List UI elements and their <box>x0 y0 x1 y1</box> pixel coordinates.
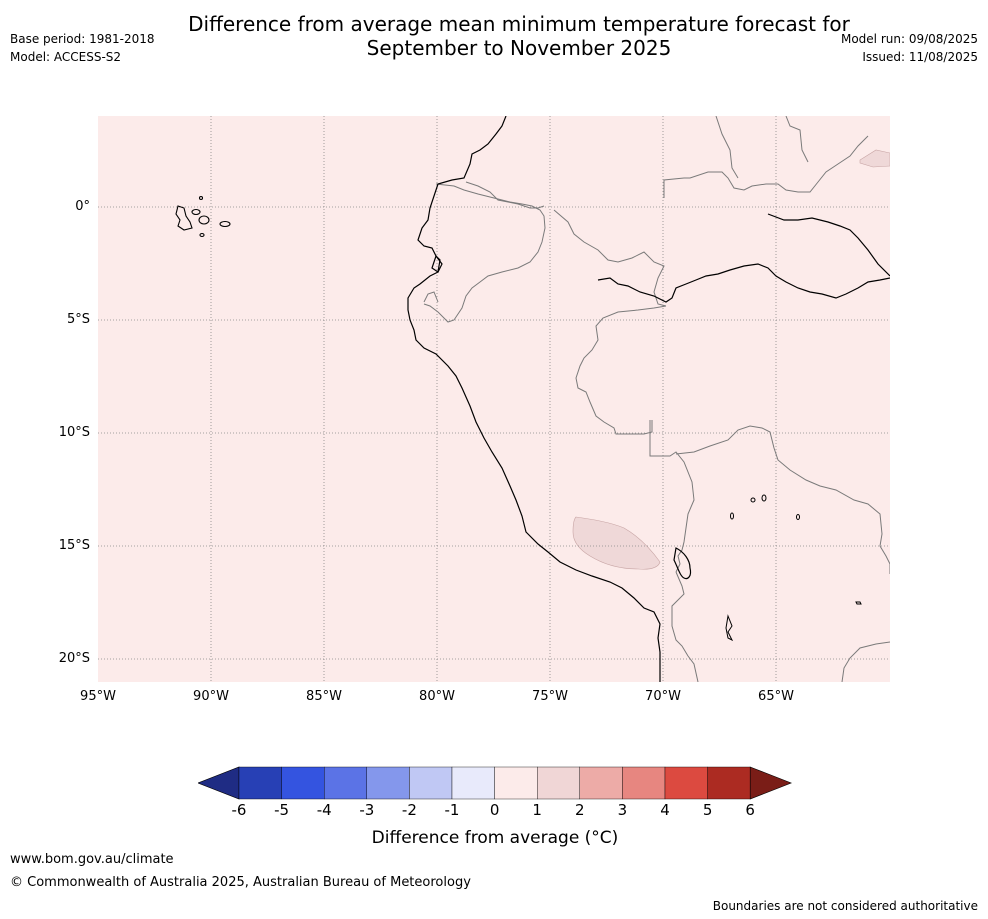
island-san-cristobal <box>219 220 231 228</box>
lat-tick-label: 5°S <box>66 312 90 327</box>
model-text: Model: ACCESS-S2 <box>10 50 122 64</box>
colorbar-tick-label: 2 <box>575 801 585 819</box>
colorbar-segment <box>281 766 325 800</box>
colorbar-tick-label: 6 <box>745 801 755 819</box>
lake-titicaca <box>673 547 692 580</box>
lon-tick-label: 70°W <box>645 689 681 704</box>
colorbar-tick-label: 5 <box>702 801 713 819</box>
colorbar-segment <box>451 766 495 800</box>
colorbar-tick-label: 3 <box>617 801 628 819</box>
colorbar-segment <box>238 766 282 800</box>
base-period-text: Base period: 1981-2018 <box>10 32 155 46</box>
border-peru-ecuador-south <box>423 291 439 303</box>
lake-3 <box>761 494 767 502</box>
island-isabela <box>175 205 193 231</box>
colorbar-tick-label: -2 <box>401 801 417 819</box>
border-colombia-venezuela <box>465 181 545 209</box>
title-line-2: September to November 2025 <box>366 36 672 60</box>
colorbar-tick-label: -3 <box>359 801 375 819</box>
island-santiago <box>191 208 201 216</box>
border-colombia-brazil <box>553 209 667 307</box>
border-chile-bolivia <box>671 571 699 682</box>
rio-negro <box>767 213 890 277</box>
colorbar-tick-label: -6 <box>231 801 247 819</box>
lon-tick-label: 75°W <box>532 689 568 704</box>
colorbar-tick-label: 1 <box>532 801 542 819</box>
colorbar-segment <box>707 766 751 800</box>
pacific-coastline <box>407 116 661 682</box>
website-link[interactable]: www.bom.gov.au/climate <box>10 852 174 867</box>
border-peru-brazil <box>575 305 667 435</box>
meta-left: Base period: 1981-2018 Model: ACCESS-S2 <box>10 30 155 66</box>
anomaly-patch-northeast <box>859 149 890 168</box>
salt-lake <box>725 614 734 642</box>
meta-right: Model run: 09/08/2025 Issued: 11/08/2025 <box>841 30 978 66</box>
lat-tick-label: 20°S <box>58 651 90 666</box>
lon-tick-label: 90°W <box>193 689 229 704</box>
colorbar <box>198 766 792 800</box>
country-borders <box>423 116 890 682</box>
lat-tick-label: 0° <box>75 199 90 214</box>
copyright-text: © Commonwealth of Australia 2025, Austra… <box>10 875 471 890</box>
amazon-river <box>597 263 890 303</box>
colorbar-extend-low <box>198 766 240 800</box>
border-argentina <box>841 641 890 682</box>
bolivian-lakes <box>725 494 862 642</box>
lake-4 <box>796 514 800 520</box>
colorbar-tick-label: -4 <box>316 801 332 819</box>
colorbar-tick-label: 4 <box>660 801 670 819</box>
gulf-of-guayaquil <box>431 254 443 273</box>
lat-tick-label: 10°S <box>58 425 90 440</box>
island-santa-cruz <box>198 215 210 225</box>
lake-1 <box>730 512 734 520</box>
colorbar-segment <box>622 766 666 800</box>
colorbar-segment <box>579 766 623 800</box>
map-background <box>98 116 890 682</box>
colorbar-tick-label: 0 <box>489 801 500 819</box>
lon-tick-label: 85°W <box>306 689 342 704</box>
border-brazil-bolivia <box>675 425 890 574</box>
forecast-map <box>98 116 890 682</box>
galapagos-islands <box>175 195 231 238</box>
border-venezuela-brazil <box>663 135 869 198</box>
lon-tick-label: 65°W <box>758 689 794 704</box>
island-genovesa <box>198 195 204 201</box>
lake-2 <box>750 497 756 503</box>
colorbar-segment <box>664 766 708 800</box>
boundary-note: Boundaries are not considered authoritat… <box>712 899 978 913</box>
colorbar-extend-high <box>749 766 792 800</box>
lon-tick-label: 95°W <box>80 689 116 704</box>
colorbar-segment <box>323 766 367 800</box>
colorbar-tick-label: -5 <box>274 801 290 819</box>
border-venezuela-colombia <box>715 116 739 179</box>
colorbar-segment <box>366 766 410 800</box>
lat-tick-label: 15°S <box>58 538 90 553</box>
border-guyana <box>785 116 809 163</box>
colorbar-segment <box>494 766 538 800</box>
colorbar-segment <box>409 766 453 800</box>
coastlines-and-rivers <box>407 116 890 682</box>
island-floreana <box>199 232 205 238</box>
title-line-1: Difference from average mean minimum tem… <box>188 12 850 36</box>
lon-tick-label: 80°W <box>419 689 455 704</box>
chart-title: Difference from average mean minimum tem… <box>0 12 988 60</box>
border-peru-bolivia <box>649 420 695 573</box>
colorbar-label: Difference from average (°C) <box>371 828 619 848</box>
colorbar-segment <box>537 766 581 800</box>
anomaly-patch-south-peru <box>572 516 661 570</box>
lake-5 <box>855 601 862 605</box>
issued-text: Issued: 11/08/2025 <box>862 50 978 64</box>
border-colombia-ecuador <box>423 183 546 323</box>
gridlines <box>98 116 890 682</box>
model-run-text: Model run: 09/08/2025 <box>840 32 978 46</box>
colorbar-tick-label: -1 <box>444 801 460 819</box>
